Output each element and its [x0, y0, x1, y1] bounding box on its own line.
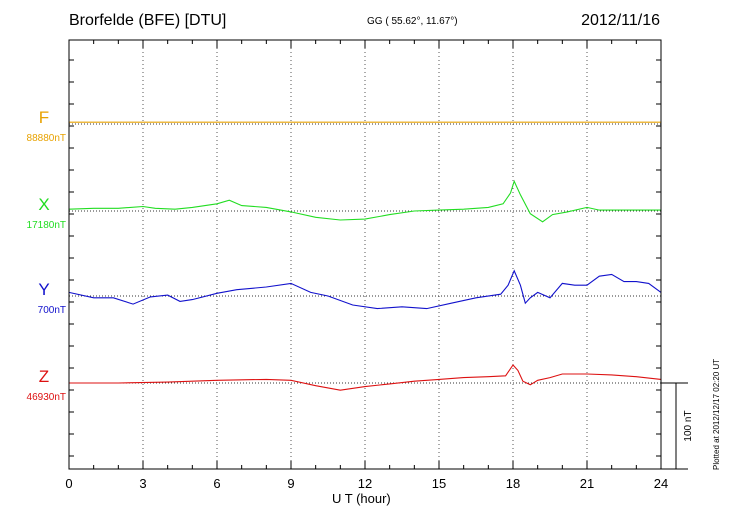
x-tick-label: 15: [432, 476, 446, 491]
x-axis-label: U T (hour): [332, 491, 391, 506]
x-tick-label: 9: [287, 476, 294, 491]
series-letter-y: Y: [38, 280, 49, 299]
scale-bar-label: 100 nT: [683, 410, 694, 441]
series-lines: [68, 121, 662, 391]
x-tick-label: 0: [65, 476, 72, 491]
series-letter-z: Z: [39, 367, 49, 386]
series-letter-x: X: [38, 195, 49, 214]
chart-title: Brorfelde (BFE) [DTU]: [69, 12, 227, 29]
x-tick-label: 6: [213, 476, 220, 491]
observation-date: 2012/11/16: [581, 12, 660, 29]
baseline-value-z: 46930nT: [27, 392, 66, 403]
baseline-value-f: 88880nT: [27, 133, 66, 144]
series-line-z: [69, 364, 662, 391]
series-letter-f: F: [39, 108, 49, 127]
x-tick-label: 21: [580, 476, 594, 491]
baseline-value-x: 17180nT: [27, 220, 66, 231]
x-tick-label: 18: [506, 476, 520, 491]
x-tick-label: 24: [654, 476, 668, 491]
grid-lines: [142, 40, 588, 469]
axis-ticks: [68, 40, 662, 469]
series-line-x: [68, 179, 661, 223]
x-tick-labels: 0 3 6 9 12 15 18 21 24: [65, 476, 668, 491]
baseline-value-y: 700nT: [38, 305, 66, 316]
x-tick-label: 12: [358, 476, 372, 491]
series-line-y: [68, 269, 662, 310]
series-labels: F 88880nT X 17180nT Y 700nT Z 46930nT: [27, 108, 66, 403]
station-coordinates: GG ( 55.62°, 11.67°): [367, 16, 458, 27]
x-tick-label: 3: [139, 476, 146, 491]
scale-bar: 100 nT: [661, 382, 694, 470]
